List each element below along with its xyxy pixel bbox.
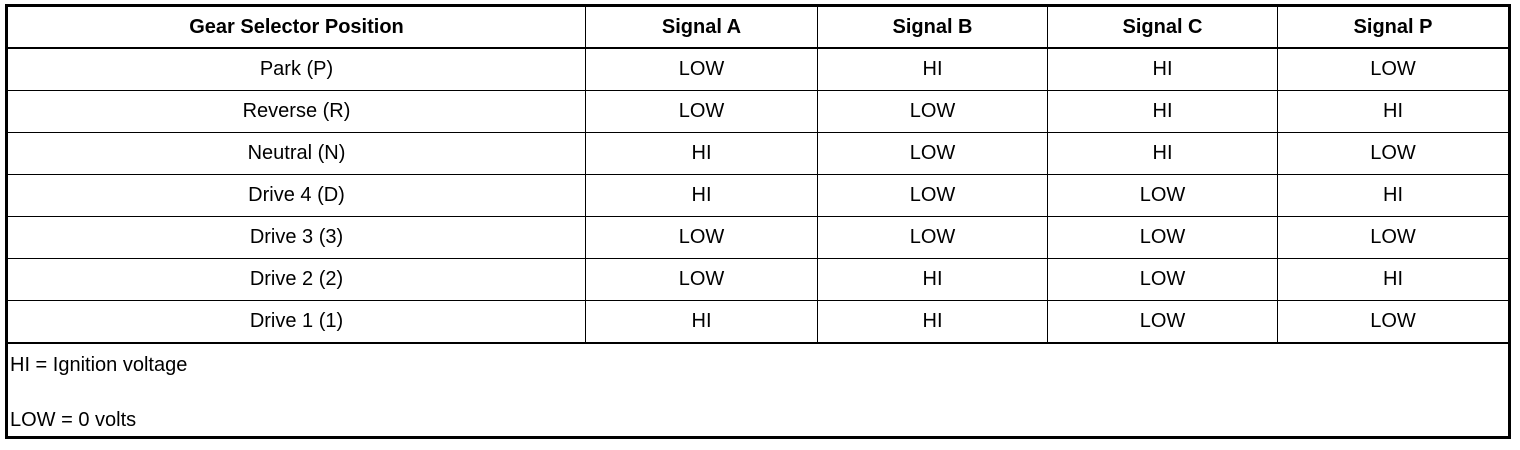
- cell-signal-p: HI: [1277, 258, 1510, 301]
- cell-signal-a: LOW: [585, 216, 818, 259]
- table-row: Neutral (N) HI LOW HI LOW: [6, 132, 1510, 175]
- header-signal-b: Signal B: [817, 5, 1048, 49]
- table-row: Park (P) LOW HI HI LOW: [6, 47, 1510, 91]
- notes-row: HI = Ignition voltage LOW = 0 volts: [6, 342, 1510, 438]
- cell-signal-a: LOW: [585, 47, 818, 91]
- cell-signal-b: LOW: [817, 90, 1048, 133]
- cell-signal-b: HI: [817, 300, 1048, 344]
- header-signal-a: Signal A: [585, 5, 818, 49]
- cell-signal-a: HI: [585, 132, 818, 175]
- cell-signal-c: LOW: [1047, 300, 1278, 344]
- cell-signal-b: HI: [817, 47, 1048, 91]
- cell-gear-position: Park (P): [6, 47, 586, 91]
- cell-signal-p: HI: [1277, 174, 1510, 217]
- cell-signal-c: HI: [1047, 132, 1278, 175]
- cell-signal-p: HI: [1277, 90, 1510, 133]
- note-low: LOW = 0 volts: [10, 409, 137, 431]
- header-gear-position: Gear Selector Position: [6, 5, 586, 49]
- cell-signal-p: LOW: [1277, 300, 1510, 344]
- table-row: Drive 2 (2) LOW HI LOW HI: [6, 258, 1510, 301]
- table-row: Drive 3 (3) LOW LOW LOW LOW: [6, 216, 1510, 259]
- cell-signal-c: HI: [1047, 90, 1278, 133]
- gear-signal-table: Gear Selector Position Signal A Signal B…: [5, 4, 1511, 439]
- header-row: Gear Selector Position Signal A Signal B…: [6, 5, 1510, 49]
- cell-signal-a: HI: [585, 300, 818, 344]
- cell-signal-a: LOW: [585, 90, 818, 133]
- cell-gear-position: Neutral (N): [6, 132, 586, 175]
- table-row: Drive 1 (1) HI HI LOW LOW: [6, 300, 1510, 344]
- note-hi: HI = Ignition voltage: [10, 354, 188, 376]
- cell-signal-p: LOW: [1277, 132, 1510, 175]
- cell-signal-b: LOW: [817, 132, 1048, 175]
- cell-signal-c: HI: [1047, 47, 1278, 91]
- cell-signal-a: HI: [585, 174, 818, 217]
- cell-gear-position: Drive 1 (1): [6, 300, 586, 344]
- cell-signal-p: LOW: [1277, 47, 1510, 91]
- cell-signal-a: LOW: [585, 258, 818, 301]
- cell-gear-position: Drive 2 (2): [6, 258, 586, 301]
- table-row: Reverse (R) LOW LOW HI HI: [6, 90, 1510, 133]
- cell-gear-position: Reverse (R): [6, 90, 586, 133]
- cell-signal-b: LOW: [817, 174, 1048, 217]
- cell-signal-b: HI: [817, 258, 1048, 301]
- cell-signal-c: LOW: [1047, 216, 1278, 259]
- cell-gear-position: Drive 4 (D): [6, 174, 586, 217]
- cell-signal-c: LOW: [1047, 174, 1278, 217]
- cell-signal-p: LOW: [1277, 216, 1510, 259]
- cell-signal-b: LOW: [817, 216, 1048, 259]
- notes-cell: HI = Ignition voltage LOW = 0 volts: [6, 342, 1510, 438]
- cell-gear-position: Drive 3 (3): [6, 216, 586, 259]
- header-signal-p: Signal P: [1277, 5, 1510, 49]
- header-signal-c: Signal C: [1047, 5, 1278, 49]
- table-row: Drive 4 (D) HI LOW LOW HI: [6, 174, 1510, 217]
- cell-signal-c: LOW: [1047, 258, 1278, 301]
